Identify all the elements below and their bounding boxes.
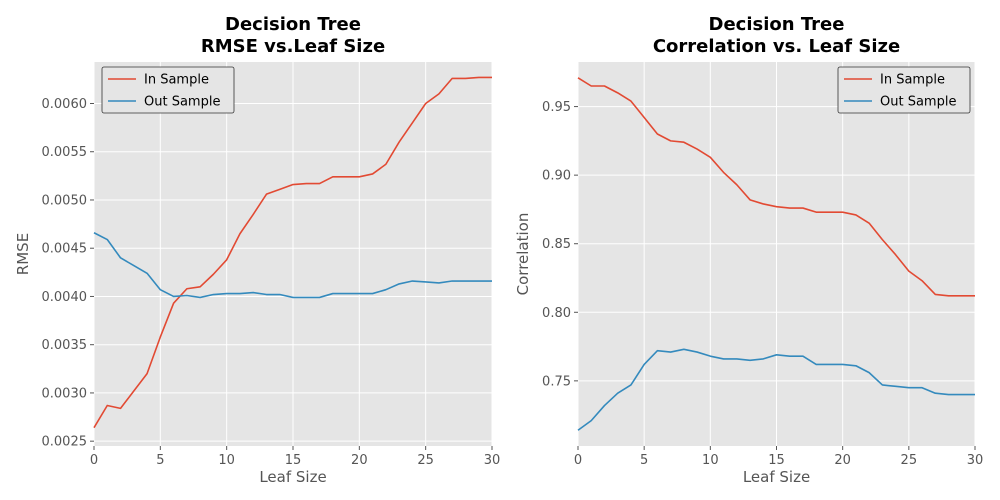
- y-tick-label: 0.75: [542, 374, 571, 389]
- y-tick-label: 0.0030: [42, 386, 88, 401]
- x-tick-label: 20: [834, 453, 851, 468]
- y-tick-label: 0.0025: [42, 435, 88, 450]
- y-tick-label: 0.0055: [42, 145, 88, 160]
- legend-label: In Sample: [880, 73, 945, 88]
- x-tick-label: 15: [768, 453, 785, 468]
- x-tick-label: 25: [901, 453, 918, 468]
- x-tick-label: 30: [484, 453, 501, 468]
- y-tick-label: 0.0060: [42, 97, 88, 112]
- series-line-out-sample: [93, 232, 492, 299]
- x-tick-label: 25: [417, 453, 434, 468]
- chart-subtitle: RMSE vs.Leaf Size: [201, 36, 385, 57]
- series-line-out-sample: [577, 348, 975, 431]
- y-axis-label: Correlation: [514, 213, 532, 296]
- series-line-in-sample: [577, 77, 975, 297]
- x-tick-label: 5: [156, 453, 164, 468]
- x-tick-label: 5: [640, 453, 648, 468]
- x-tick-label: 20: [351, 453, 368, 468]
- x-tick-label: 10: [702, 453, 719, 468]
- x-tick-label: 0: [574, 453, 582, 468]
- y-axis-label: RMSE: [14, 233, 32, 275]
- legend-label: Out Sample: [880, 95, 956, 110]
- correlation-chart: Decision Tree Correlation vs. Leaf Size …: [514, 14, 983, 486]
- chart-subtitle: Correlation vs. Leaf Size: [653, 36, 900, 57]
- chart-title: Decision Tree: [709, 14, 845, 35]
- x-tick-label: 15: [285, 453, 302, 468]
- x-tick-label: 10: [218, 453, 235, 468]
- x-axis-label: Leaf Size: [259, 468, 326, 486]
- legend-label: Out Sample: [144, 95, 220, 110]
- legend: In Sample Out Sample: [101, 66, 235, 114]
- x-tick-label: 30: [967, 453, 984, 468]
- x-axis-label: Leaf Size: [743, 468, 810, 486]
- legend-label: In Sample: [144, 73, 209, 88]
- series-line-in-sample: [93, 76, 492, 429]
- x-tick-label: 0: [90, 453, 98, 468]
- legend: In Sample Out Sample: [837, 66, 971, 114]
- y-tick-label: 0.85: [542, 237, 571, 252]
- y-tick-label: 0.0035: [42, 338, 88, 353]
- y-tick-label: 0.0050: [42, 193, 88, 208]
- y-tick-label: 0.0040: [42, 290, 88, 305]
- chart-title: Decision Tree: [225, 14, 361, 35]
- y-tick-label: 0.95: [542, 100, 571, 115]
- rmse-chart: Decision Tree RMSE vs.Leaf Size Leaf Siz…: [14, 14, 500, 486]
- y-tick-label: 0.80: [542, 306, 571, 321]
- y-tick-label: 0.0045: [42, 242, 88, 257]
- y-tick-label: 0.90: [542, 169, 571, 184]
